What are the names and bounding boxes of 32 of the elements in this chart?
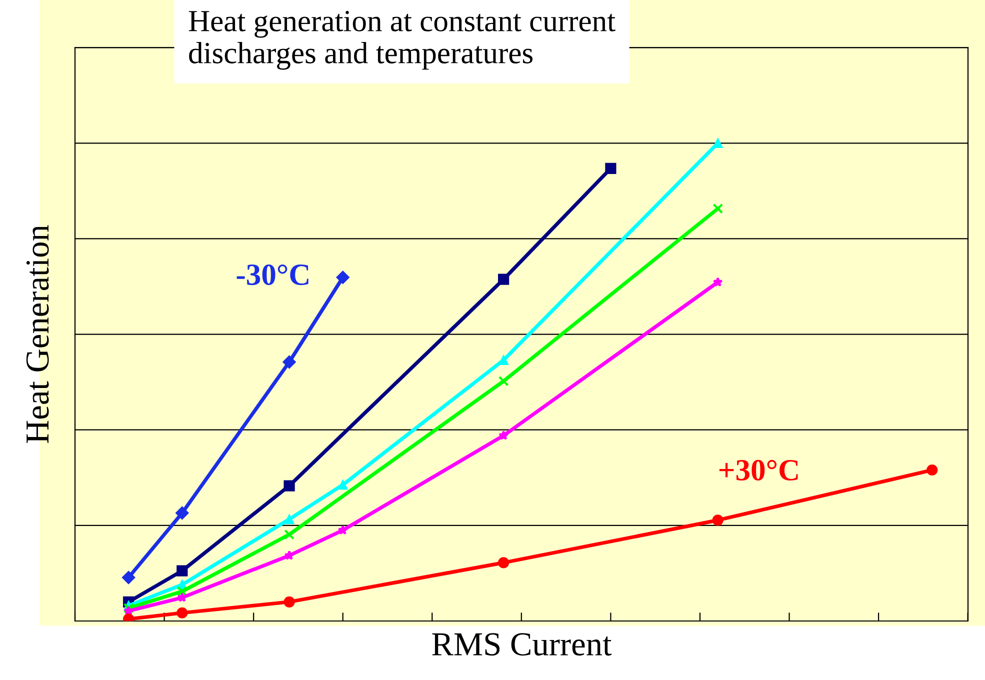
series-label: +30°C xyxy=(719,460,798,481)
point xyxy=(176,506,189,520)
series-label: -30°C xyxy=(236,264,308,286)
point xyxy=(284,596,295,608)
point xyxy=(712,138,723,148)
chart-title: Heat generation at constant current discharges and temperatures xyxy=(188,10,616,70)
x-axis-title: RMS Current xyxy=(432,633,612,656)
point xyxy=(284,480,295,492)
point xyxy=(712,276,723,287)
point xyxy=(123,602,134,614)
point xyxy=(336,270,350,284)
point xyxy=(605,162,616,174)
point xyxy=(176,607,188,618)
point xyxy=(926,464,938,476)
point xyxy=(498,557,510,568)
point xyxy=(284,550,294,560)
point xyxy=(338,480,348,490)
point xyxy=(498,274,510,285)
point xyxy=(282,355,296,369)
point xyxy=(177,592,188,602)
point xyxy=(498,355,508,365)
point xyxy=(712,514,724,526)
point xyxy=(176,565,188,576)
point xyxy=(284,529,294,540)
point xyxy=(338,524,348,535)
point xyxy=(498,376,509,386)
point xyxy=(176,586,188,597)
point xyxy=(284,514,294,524)
y-axis-title: Heat Generation xyxy=(26,225,49,443)
point xyxy=(498,430,509,440)
point xyxy=(712,203,724,214)
point xyxy=(122,570,136,584)
